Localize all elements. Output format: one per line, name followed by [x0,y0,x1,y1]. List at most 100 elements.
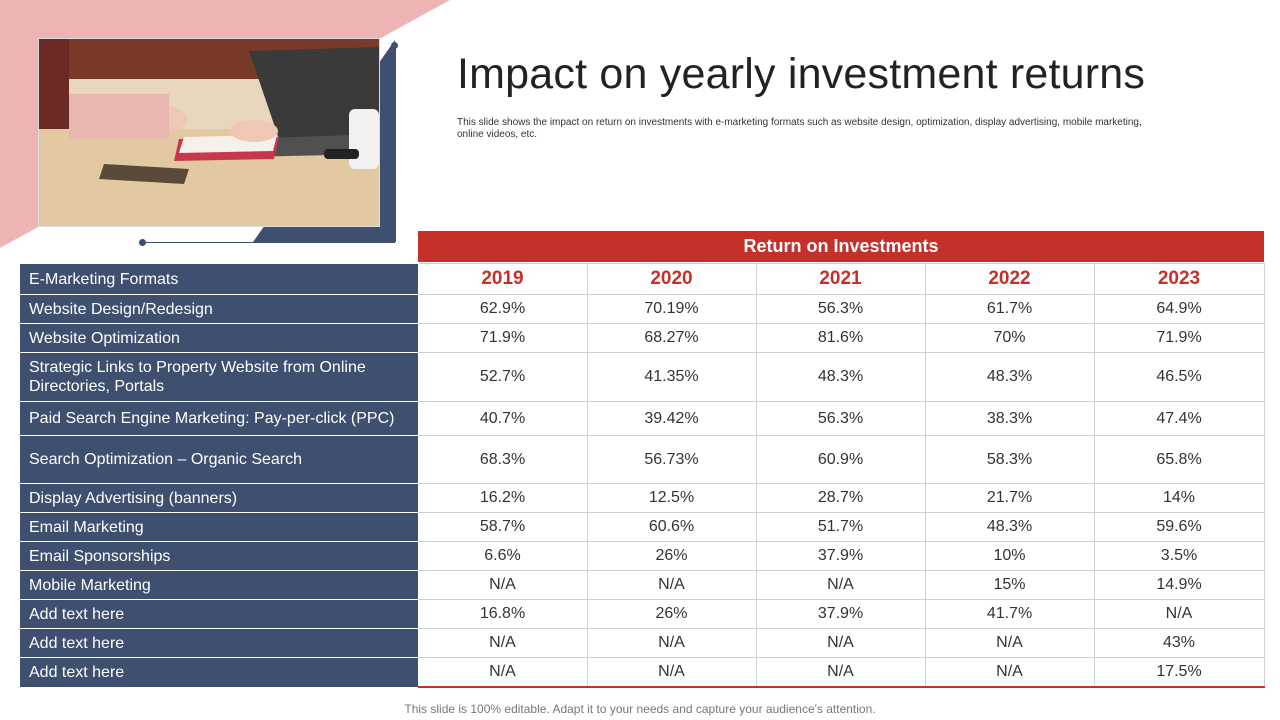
roi-value-cell: 41.35% [586,352,757,402]
roi-value-cell: 39.42% [586,401,757,436]
table-row: Email Sponsorships 6.6% 26% 37.9% 10% 3.5% [20,541,1265,571]
roi-value-cell: 68.27% [586,323,757,353]
roi-value-cell: 64.9% [1093,294,1265,324]
row-format-label: Website Design/Redesign [20,294,419,324]
roi-value-cell: 48.3% [755,352,926,402]
table-row: Mobile Marketing N/A N/A N/A 15% 14.9% [20,570,1265,600]
row-format-label: Email Sponsorships [20,541,419,571]
roi-value-cell: 58.7% [417,512,588,542]
table-header-row: E-Marketing Formats 2019 2020 2021 2022 … [20,263,1265,295]
roi-value-cell: 56.3% [755,294,926,324]
roi-value-cell: 70% [924,323,1095,353]
roi-value-cell: 21.7% [924,483,1095,513]
roi-value-cell: N/A [417,570,588,600]
roi-value-cell: N/A [755,657,926,688]
table-row: Strategic Links to Property Website from… [20,352,1265,402]
roi-value-cell: 59.6% [1093,512,1265,542]
roi-value-cell: N/A [417,657,588,688]
column-header-year: 2019 [417,263,588,295]
footer-note: This slide is 100% editable. Adapt it to… [404,702,876,716]
roi-value-cell: 48.3% [924,512,1095,542]
roi-value-cell: N/A [755,628,926,658]
table-row: Add text here 16.8% 26% 37.9% 41.7% N/A [20,599,1265,629]
roi-value-cell: 60.6% [586,512,757,542]
page-subtitle: This slide shows the impact on return on… [457,117,1142,140]
roi-value-cell: 56.3% [755,401,926,436]
roi-value-cell: 51.7% [755,512,926,542]
row-format-label: Email Marketing [20,512,419,542]
column-header-year: 2023 [1093,263,1265,295]
roi-value-cell: 26% [586,599,757,629]
roi-value-cell: 56.73% [586,435,757,484]
roi-value-cell: 16.8% [417,599,588,629]
roi-value-cell: 71.9% [417,323,588,353]
roi-value-cell: 14% [1093,483,1265,513]
roi-value-cell: N/A [755,570,926,600]
roi-value-cell: N/A [586,628,757,658]
page-title: Impact on yearly investment returns [457,50,1146,98]
roi-value-cell: 15% [924,570,1095,600]
table-row: Paid Search Engine Marketing: Pay-per-cl… [20,401,1265,436]
table-row: Email Marketing 58.7% 60.6% 51.7% 48.3% 59.6% [20,512,1265,542]
roi-value-cell: 3.5% [1093,541,1265,571]
table-row: Website Design/Redesign 62.9% 70.19% 56.3% 6… [20,294,1265,324]
row-format-label: Mobile Marketing [20,570,419,600]
roi-value-cell: N/A [924,657,1095,688]
table-row: Display Advertising (banners) 16.2% 12.5% 2… [20,483,1265,513]
roi-value-cell: 81.6% [755,323,926,353]
roi-value-cell: 65.8% [1093,435,1265,484]
roi-value-cell: N/A [417,628,588,658]
table-row: Add text here N/A N/A N/A N/A 17.5% [20,657,1265,688]
row-format-label: Add text here [20,599,419,629]
roi-value-cell: 58.3% [924,435,1095,484]
roi-value-cell: 46.5% [1093,352,1265,402]
roi-value-cell: 12.5% [586,483,757,513]
roi-value-cell: 47.4% [1093,401,1265,436]
roi-value-cell: 6.6% [417,541,588,571]
roi-value-cell: N/A [924,628,1095,658]
row-format-label: Search Optimization – Organic Search [20,435,419,484]
row-format-label: Website Optimization [20,323,419,353]
roi-value-cell: 37.9% [755,599,926,629]
row-format-label: Paid Search Engine Marketing: Pay-per-cl… [20,401,419,436]
table-row: Website Optimization 71.9% 68.27% 81.6% 70% 7… [20,323,1265,353]
roi-value-cell: 48.3% [924,352,1095,402]
roi-value-cell: N/A [586,657,757,688]
roi-value-cell: 26% [586,541,757,571]
decor-dot-left [139,239,146,246]
roi-table: E-Marketing Formats 2019 2020 2021 2022 … [20,263,1265,688]
roi-group-header: Return on Investments [418,231,1264,262]
roi-value-cell: 68.3% [417,435,588,484]
roi-value-cell: 38.3% [924,401,1095,436]
decor-dot-top [391,42,398,49]
roi-value-cell: 37.9% [755,541,926,571]
column-header-year: 2022 [924,263,1095,295]
roi-value-cell: 60.9% [755,435,926,484]
roi-value-cell: 14.9% [1093,570,1265,600]
roi-value-cell: 41.7% [924,599,1095,629]
decor-vertical-line [395,46,396,242]
roi-value-cell: 43% [1093,628,1265,658]
row-format-label: Add text here [20,657,419,687]
row-format-label: Strategic Links to Property Website from… [20,352,419,402]
roi-value-cell: 71.9% [1093,323,1265,353]
roi-value-cell: 40.7% [417,401,588,436]
row-format-label: Display Advertising (banners) [20,483,419,513]
decor-horizontal-line [143,242,395,243]
table-row: Add text here N/A N/A N/A N/A 43% [20,628,1265,658]
roi-value-cell: 61.7% [924,294,1095,324]
roi-value-cell: N/A [586,570,757,600]
roi-value-cell: 62.9% [417,294,588,324]
column-header-year: 2021 [755,263,926,295]
table-row: Search Optimization – Organic Search 68.3… [20,435,1265,484]
roi-value-cell: 10% [924,541,1095,571]
roi-value-cell: 70.19% [586,294,757,324]
roi-value-cell: 17.5% [1093,657,1265,688]
column-header-year: 2020 [586,263,757,295]
row-format-label: Add text here [20,628,419,658]
roi-value-cell: N/A [1093,599,1265,629]
roi-value-cell: 52.7% [417,352,588,402]
column-header-formats: E-Marketing Formats [20,263,419,295]
office-desk-photo [38,38,380,227]
roi-value-cell: 28.7% [755,483,926,513]
